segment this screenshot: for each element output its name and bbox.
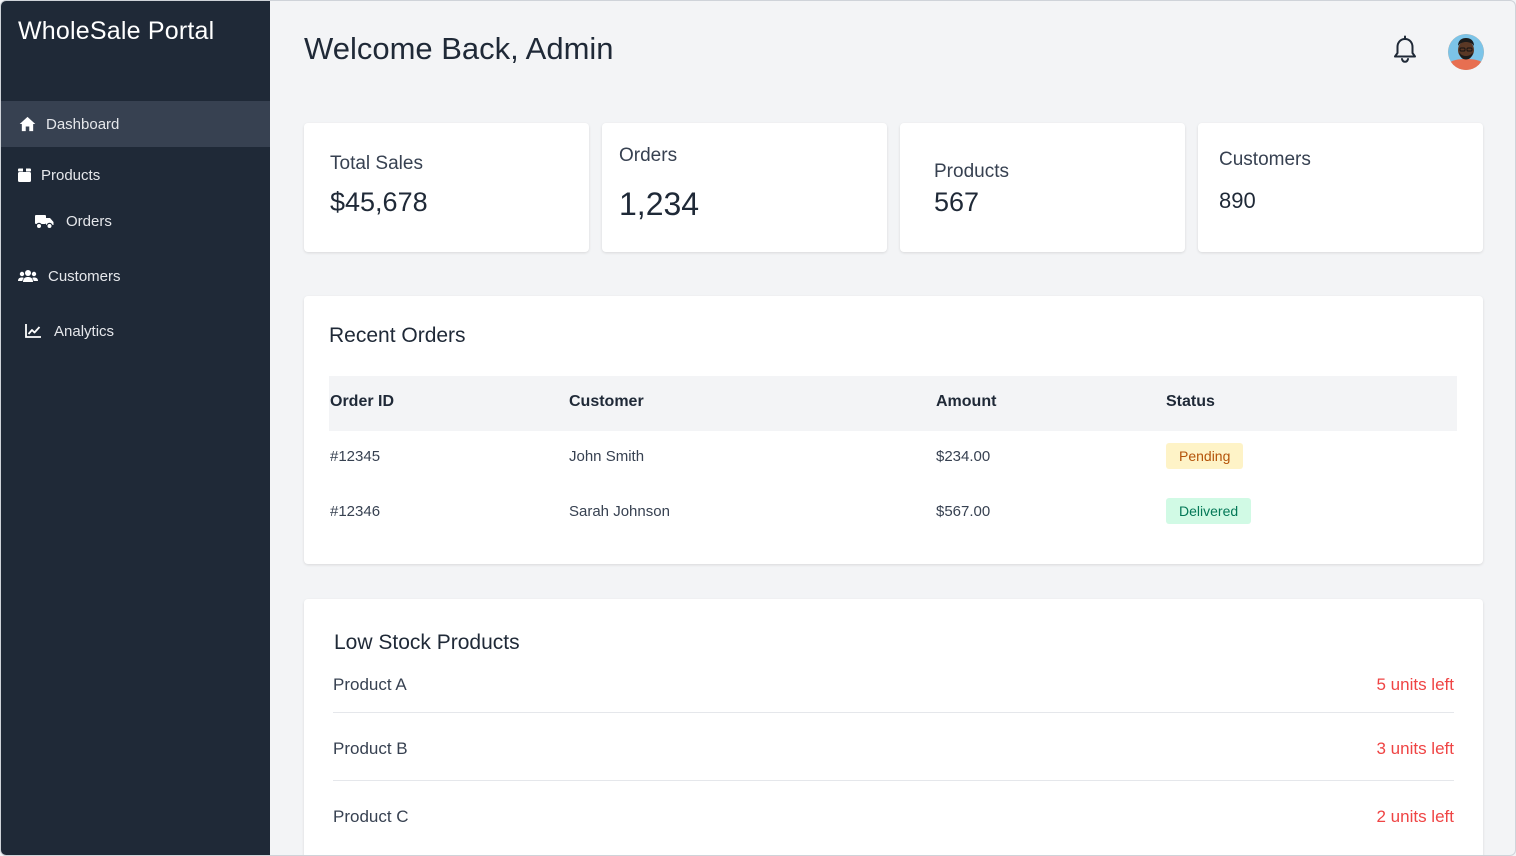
sidebar-item-label: Dashboard [46,115,120,133]
product-name: Product A [333,675,407,694]
page-title: Welcome Back, Admin [304,31,614,66]
low-stock-panel: Low Stock Products Product A 5 units lef… [304,599,1483,855]
order-amount: $567.00 [936,503,991,520]
box-icon [17,166,31,184]
sidebar-item-label: Analytics [54,322,115,340]
sidebar-item-label: Customers [48,267,121,285]
section-title: Recent Orders [329,324,466,347]
sidebar-item-orders[interactable]: Orders [1,198,270,244]
stat-label: Orders [619,145,678,166]
column-header-status[interactable]: Status [1166,393,1215,410]
list-item[interactable]: Product A 5 units left [333,649,1454,713]
users-icon [18,267,38,285]
order-id: #12346 [330,503,381,520]
stock-quantity: 5 units left [1376,675,1455,694]
recent-orders-panel: Recent Orders Order ID Customer Amount S… [304,296,1483,564]
avatar[interactable] [1448,34,1484,70]
column-header-customer[interactable]: Customer [569,393,644,410]
list-item[interactable]: Product C 2 units left [333,785,1454,849]
brand-title: WholeSale Portal [18,17,215,45]
status-badge: Pending [1166,443,1244,469]
stock-quantity: 3 units left [1376,739,1455,758]
status-badge: Delivered [1166,498,1252,524]
stat-value: $45,678 [330,187,428,217]
sidebar-item-label: Products [41,166,101,184]
stat-card-customers: Customers 890 [1198,123,1483,252]
column-header-amount[interactable]: Amount [936,393,997,410]
order-customer: Sarah Johnson [569,503,670,520]
list-item[interactable]: Product B 3 units left [333,717,1454,781]
home-icon [18,115,36,133]
sidebar-item-label: Orders [66,212,112,230]
order-customer: John Smith [569,448,645,465]
product-name: Product B [333,739,408,758]
truck-icon [34,212,54,230]
chart-line-icon [25,322,41,340]
stat-card-products: Products 567 [900,123,1185,252]
stat-card-total-sales: Total Sales $45,678 [304,123,589,252]
bell-icon[interactable] [1391,35,1419,65]
stat-label: Total Sales [330,153,423,174]
sidebar: WholeSale Portal Dashboard Products Orde… [1,1,270,855]
stock-quantity: 2 units left [1376,807,1455,826]
order-id: #12345 [330,448,381,465]
stat-value: 567 [934,187,980,217]
sidebar-item-analytics[interactable]: Analytics [1,308,270,354]
order-amount: $234.00 [936,448,991,465]
product-name: Product C [333,807,409,826]
sidebar-item-dashboard[interactable]: Dashboard [1,101,270,147]
stat-card-orders: Orders 1,234 [602,123,887,252]
stat-value: 890 [1219,188,1256,213]
stat-label: Customers [1219,149,1311,170]
stat-label: Products [934,161,1009,182]
section-title: Low Stock Products [334,631,520,654]
sidebar-item-customers[interactable]: Customers [1,253,270,299]
column-header-order-id[interactable]: Order ID [330,393,395,410]
stat-value: 1,234 [619,186,700,222]
table-header: Order ID Customer Amount Status [329,376,1457,431]
sidebar-item-products[interactable]: Products [1,152,270,198]
